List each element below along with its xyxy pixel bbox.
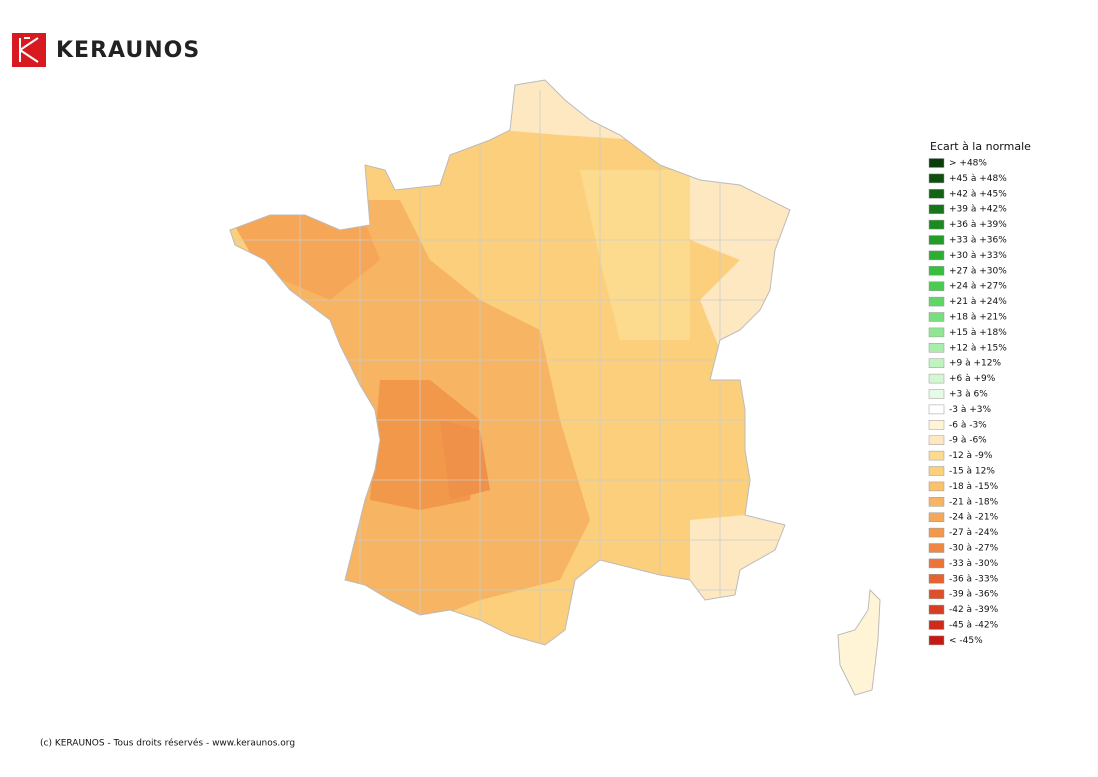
- legend-label: +30 à +33%: [949, 251, 1007, 261]
- legend-label: +27 à +30%: [949, 266, 1007, 276]
- legend-swatch: [928, 281, 945, 291]
- legend-swatch: [928, 481, 945, 492]
- legend-label: -36 à -33%: [949, 574, 999, 584]
- legend-label: > +48%: [949, 159, 987, 169]
- legend-swatch: [928, 604, 945, 615]
- corsica: [837, 588, 881, 696]
- legend-swatch: [928, 589, 945, 599]
- legend-label: -15 à 12%: [949, 467, 995, 477]
- legend-swatch: [928, 343, 945, 353]
- legend: Ecart à la normale > +48% +45 à +48% +42 à…: [928, 140, 1031, 646]
- footer: (c) KERAUNOS - Tous droits réservés - ww…: [40, 738, 295, 749]
- legend-label: +45 à +48%: [949, 174, 1007, 184]
- legend-label: +18 à +21%: [949, 313, 1007, 323]
- legend-swatch: [928, 219, 945, 230]
- legend-swatch: [928, 620, 945, 630]
- legend-swatch: [928, 420, 945, 430]
- legend-label: -42 à -39%: [949, 605, 999, 615]
- legend-swatch: [928, 574, 945, 584]
- legend-swatch: [928, 466, 945, 476]
- legend-label: -30 à -27%: [949, 544, 999, 554]
- legend-swatch: [928, 635, 945, 646]
- legend-label: -3 à +3%: [949, 405, 991, 415]
- logo: KERAUNOS: [12, 33, 200, 67]
- legend-swatch: [928, 373, 945, 384]
- legend-swatch: [928, 450, 945, 461]
- legend-label: +39 à +42%: [949, 205, 1007, 215]
- legend-label: -9 à -6%: [949, 436, 987, 446]
- legend-label: -45 à -42%: [949, 621, 999, 631]
- legend-swatch: [928, 266, 945, 276]
- legend-label: -6 à -3%: [949, 420, 987, 430]
- legend-label: +6 à +9%: [949, 374, 996, 384]
- legend-title: Ecart à la normale: [930, 140, 1031, 153]
- legend-swatch: [928, 235, 945, 245]
- legend-swatch: [928, 527, 945, 538]
- legend-label: +36 à +39%: [949, 220, 1007, 230]
- legend-swatch: [928, 327, 945, 338]
- legend-swatch: [928, 158, 945, 168]
- map: [230, 80, 790, 645]
- legend-swatch: [928, 389, 945, 399]
- legend-label: +9 à +12%: [949, 359, 1001, 369]
- legend-swatch: [928, 404, 945, 415]
- legend-label: +3 à 6%: [949, 390, 988, 400]
- legend-label: < -45%: [949, 636, 983, 646]
- legend-swatch: [928, 204, 945, 214]
- legend-label: -39 à -36%: [949, 590, 999, 600]
- logo-text: KERAUNOS: [56, 38, 200, 63]
- legend-swatch: [928, 512, 945, 522]
- legend-label: -24 à -21%: [949, 513, 999, 523]
- legend-label: +42 à +45%: [949, 189, 1007, 199]
- legend-swatch: [928, 189, 945, 199]
- legend-label: -21 à -18%: [949, 497, 999, 507]
- france-outline: [229, 79, 791, 646]
- legend-label: -27 à -24%: [949, 528, 999, 538]
- legend-swatch: [928, 250, 945, 261]
- legend-label: -33 à -30%: [949, 559, 999, 569]
- legend-swatch: [928, 543, 945, 553]
- legend-label: +24 à +27%: [949, 282, 1007, 292]
- legend-label: +15 à +18%: [949, 328, 1007, 338]
- legend-swatch: [928, 296, 945, 307]
- legend-label: +12 à +15%: [949, 343, 1007, 353]
- legend-label: -12 à -9%: [949, 451, 993, 461]
- legend-swatch: [928, 497, 945, 507]
- legend-swatch: [928, 173, 945, 184]
- legend-swatch: [928, 558, 945, 569]
- legend-label: +21 à +24%: [949, 297, 1007, 307]
- legend-swatch: [928, 358, 945, 368]
- legend-label: -18 à -15%: [949, 482, 999, 492]
- legend-swatch: [928, 312, 945, 322]
- legend-swatch: [928, 435, 945, 445]
- legend-label: +33 à +36%: [949, 236, 1007, 246]
